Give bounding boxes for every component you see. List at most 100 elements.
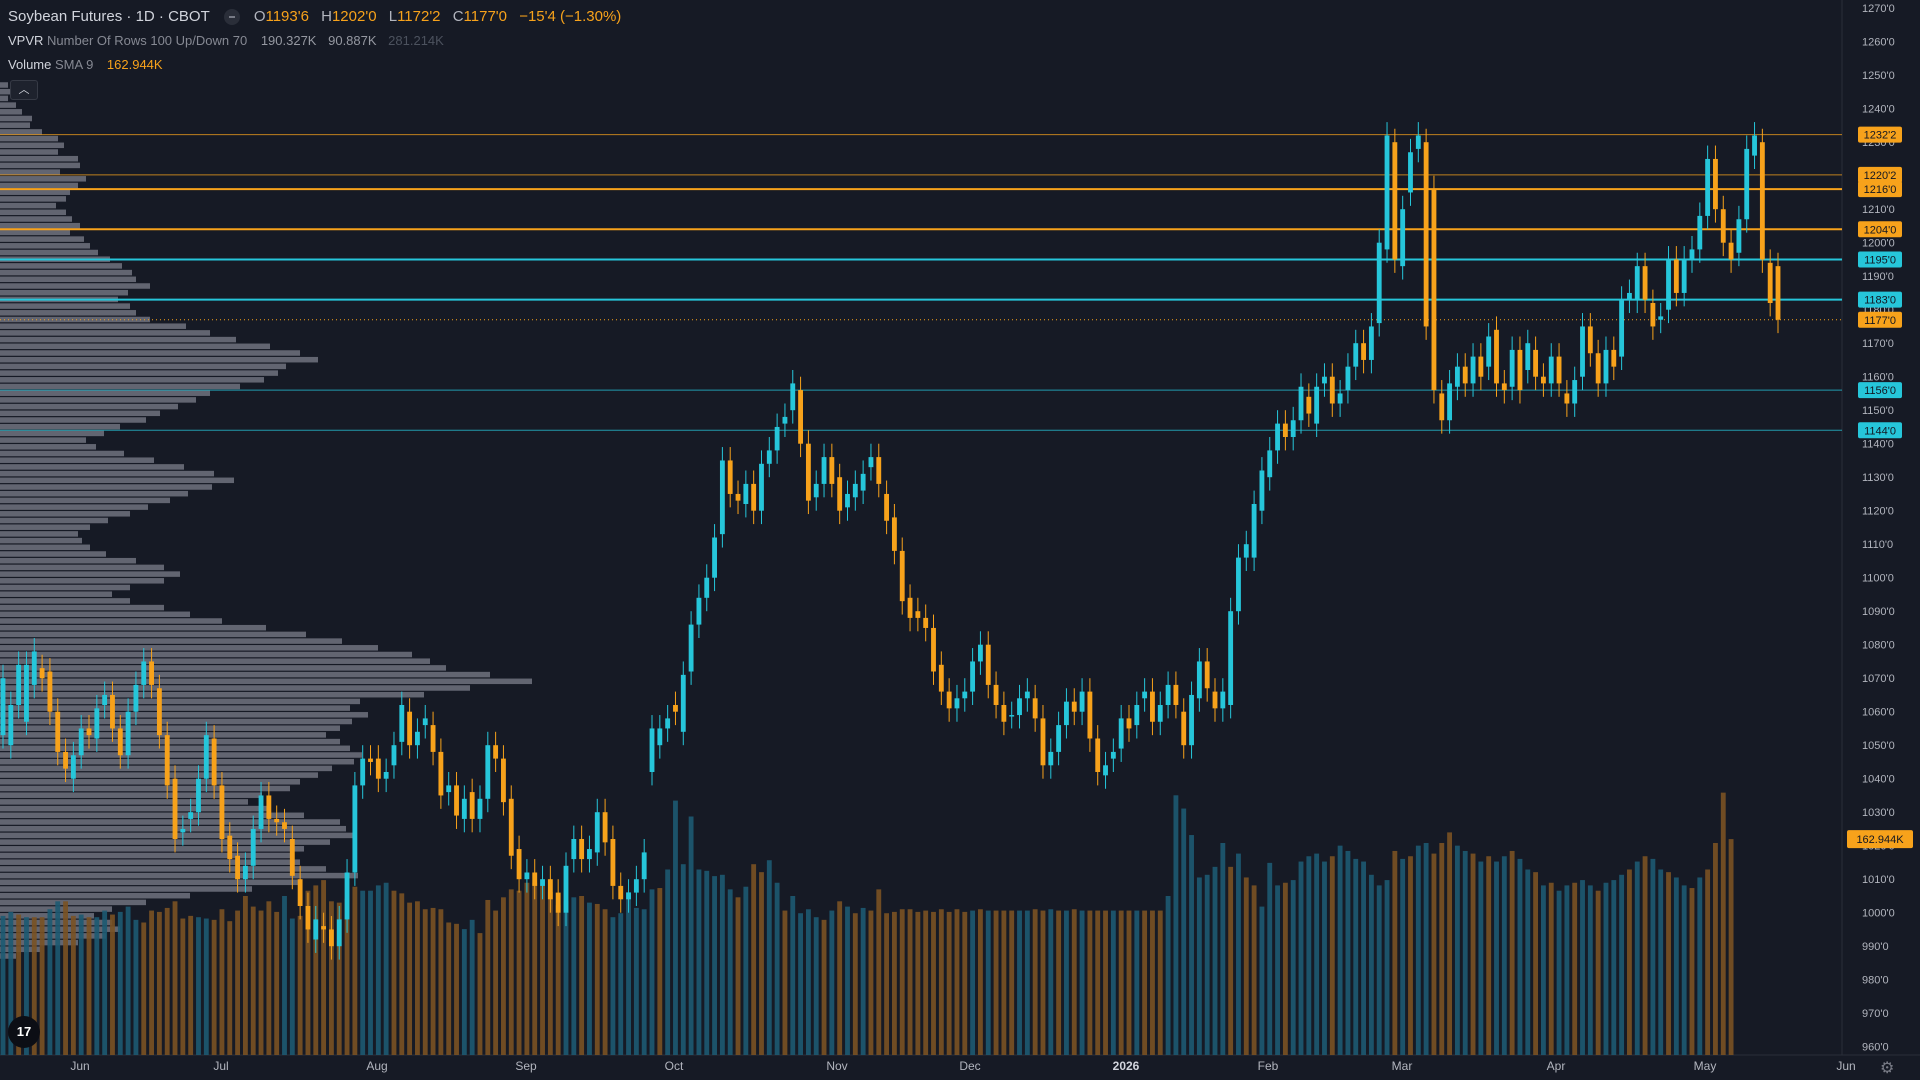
vpvr-bar — [0, 102, 16, 108]
volume-bar — [172, 901, 178, 1055]
vpvr-bar — [0, 745, 350, 752]
vpvr-bar — [0, 624, 266, 631]
volume-bar — [1306, 856, 1312, 1055]
volume-bar — [712, 876, 717, 1055]
volume-bar — [321, 880, 327, 1055]
price-tick-label: 1150'0 — [1862, 405, 1894, 417]
volume-bar — [360, 890, 366, 1055]
candle-body — [0, 678, 6, 736]
vpvr-bar — [0, 377, 264, 383]
volume-bar — [696, 869, 702, 1055]
vpvr-bar — [0, 792, 262, 798]
volume-bar — [1376, 885, 1382, 1055]
gear-icon[interactable]: ⚙ — [1880, 1060, 1895, 1077]
vpvr-bar — [0, 457, 154, 463]
price-tick-label: 1210'0 — [1862, 204, 1895, 216]
volume-bar — [1673, 877, 1679, 1055]
volume-bar — [837, 901, 843, 1055]
horizontal-levels[interactable] — [0, 134, 1842, 431]
price-labels: 1232'2 1220'2 1216'0 1204'0 1195'0 1183'0 1177… — [1847, 126, 1913, 849]
candle-body — [1048, 751, 1054, 766]
volume-bar — [1282, 882, 1288, 1055]
candle-body — [1345, 366, 1351, 391]
volume-bar — [477, 933, 483, 1055]
tradingview-logo-icon[interactable]: 17 — [8, 1016, 40, 1048]
price-level-label: 1183'0 — [1864, 295, 1896, 307]
candle-body — [1134, 705, 1140, 726]
vpvr-bar — [0, 109, 22, 115]
price-level-label: 1232'2 — [1864, 130, 1897, 142]
candle-body — [618, 885, 624, 900]
volume-bar — [1368, 874, 1374, 1055]
candle-body — [1423, 142, 1429, 327]
candle-body — [649, 728, 655, 772]
volume-bar — [0, 915, 6, 1055]
candle-body — [1337, 393, 1343, 404]
symbol-legend[interactable]: Soybean Futures · 1D · CBOT O1193'6 H120… — [8, 8, 629, 26]
candle-body — [1494, 329, 1499, 384]
volume-bar — [282, 896, 287, 1055]
volume-bar — [1196, 877, 1202, 1055]
symbol-title[interactable]: Soybean Futures · 1D · CBOT — [8, 8, 210, 25]
volume-legend[interactable]: Volume SMA 9 162.944K — [8, 57, 163, 72]
vpvr-bar — [0, 370, 278, 376]
candle-body — [1275, 423, 1280, 451]
volume-bar — [1470, 853, 1476, 1055]
volume-name[interactable]: Volume — [8, 57, 52, 72]
volume-bar — [430, 907, 436, 1055]
time-axis[interactable]: Jun Jul Aug Sep Oct Nov Dec 2026 Feb Mar Apr May Jun — [70, 1059, 1855, 1073]
volume-bar — [415, 901, 420, 1055]
candle-body — [782, 416, 788, 424]
volume-bar — [829, 910, 835, 1055]
candle-body — [164, 735, 170, 786]
collapse-legend-button[interactable]: ︿ — [10, 80, 38, 100]
volume-bar — [1525, 869, 1531, 1055]
price-tick-label: 1260'0 — [1862, 37, 1895, 49]
volume-bar — [422, 909, 428, 1055]
vpvr-bar — [0, 805, 268, 812]
candle-body — [704, 577, 710, 598]
volume-bar — [1212, 866, 1218, 1055]
candle-body — [962, 691, 968, 699]
candle-body — [1673, 259, 1679, 293]
low-value: 1172'2 — [397, 8, 441, 25]
candle-body — [1110, 751, 1116, 759]
candle-body — [1540, 376, 1546, 384]
vpvr-bar — [0, 651, 412, 658]
volume-bar — [1666, 872, 1671, 1055]
volume-bar — [63, 901, 68, 1055]
vpvr-name[interactable]: VPVR — [8, 33, 44, 48]
vpvr-bar — [0, 738, 340, 745]
volume-bar — [1267, 862, 1273, 1055]
candle-body — [845, 493, 850, 508]
candle-body — [1462, 366, 1468, 384]
candle-body — [1368, 326, 1374, 360]
volume-bar — [8, 911, 14, 1055]
volume-bar — [102, 910, 108, 1055]
vpvr-bar — [0, 779, 300, 785]
candle-body — [133, 684, 139, 712]
price-axis[interactable]: 960'0970'0980'0990'01000'01010'01020'010… — [1862, 3, 1895, 1054]
candle-body — [1142, 691, 1148, 699]
volume-bar — [1681, 885, 1687, 1055]
vpvr-bar — [0, 437, 86, 443]
price-level-tag — [1858, 382, 1902, 399]
vpvr-bar — [0, 725, 340, 731]
eye-icon[interactable] — [223, 9, 240, 26]
volume-bar — [641, 909, 647, 1055]
candle-body — [860, 473, 866, 491]
candle-body — [1032, 698, 1038, 719]
vpvr-bar — [0, 350, 300, 356]
candle-body — [610, 839, 616, 886]
volume-bar — [1603, 882, 1609, 1055]
vpvr-bar — [0, 564, 164, 571]
vpvr-legend[interactable]: VPVR Number Of Rows 100 Up/Down 70 190.3… — [8, 33, 444, 48]
volume-bar — [31, 917, 37, 1055]
volume-bar — [626, 892, 631, 1055]
volume-bar — [1548, 882, 1554, 1055]
volume-bar — [1040, 910, 1046, 1055]
vpvr-bar — [0, 330, 210, 336]
volume-bar — [407, 902, 413, 1055]
